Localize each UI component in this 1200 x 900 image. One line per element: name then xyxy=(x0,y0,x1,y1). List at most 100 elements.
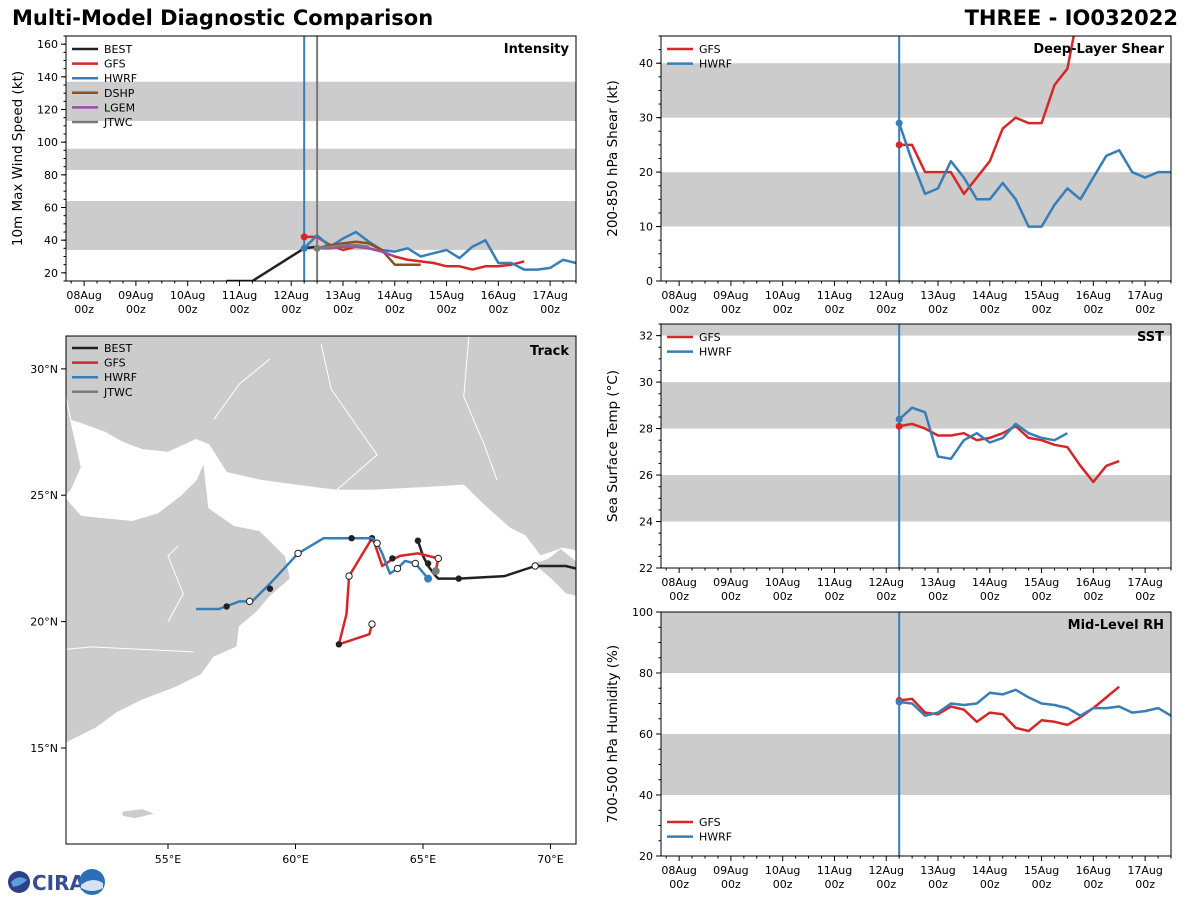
x-tick-label: 17Aug xyxy=(1127,576,1162,589)
track-hwrf-position xyxy=(245,597,254,606)
x-tick-label: 00z xyxy=(1032,590,1052,603)
shade-band xyxy=(66,148,576,170)
panel-title: Deep-Layer Shear xyxy=(1033,42,1164,57)
panel-rh: 2040608010008Aug00z09Aug00z10Aug00z11Aug… xyxy=(605,606,1172,891)
track-best-position xyxy=(455,575,462,582)
legend-label: GFS xyxy=(699,43,721,56)
x-tick-label: 16Aug xyxy=(1076,864,1111,877)
x-tick-label: 16Aug xyxy=(1076,289,1111,302)
y-tick-label: 80 xyxy=(639,667,653,680)
y-axis-label: 10m Max Wind Speed (kt) xyxy=(10,71,26,246)
legend-label: GFS xyxy=(699,331,721,344)
shade-band xyxy=(66,200,576,250)
x-tick-label: 10Aug xyxy=(765,864,800,877)
shade-band xyxy=(66,81,576,121)
x-tick-label: 16Aug xyxy=(1076,576,1111,589)
y-tick-label: 100 xyxy=(37,136,58,149)
x-tick-label: 09Aug xyxy=(713,576,748,589)
x-tick-label: 70°E xyxy=(537,853,563,866)
y-axis-label: 700-500 hPa Humidity (%) xyxy=(605,645,621,823)
track-gfs-position xyxy=(368,620,376,628)
series-hwrf-point xyxy=(895,119,903,127)
x-tick-label: 00z xyxy=(980,303,1000,316)
x-tick-label: 00z xyxy=(540,303,560,316)
legend-label: HWRF xyxy=(104,371,137,384)
x-tick-label: 00z xyxy=(928,878,948,891)
y-tick-label: 120 xyxy=(37,104,58,117)
x-tick-label: 08Aug xyxy=(661,289,696,302)
y-tick-label: 30 xyxy=(639,376,653,389)
x-tick-label: 13Aug xyxy=(325,289,360,302)
y-tick-label: 0 xyxy=(646,275,653,288)
legend-label: HWRF xyxy=(104,72,137,85)
x-tick-label: 00z xyxy=(1135,303,1155,316)
border-line xyxy=(320,343,378,491)
panel-track: 55°E 60°E 65°E 70°E 15°N 20°N 25°N 30°N Track BES… xyxy=(30,335,577,866)
series-hwrf-line xyxy=(303,230,576,271)
x-tick-label: 00z xyxy=(928,590,948,603)
track-best-position xyxy=(414,537,422,544)
series-jtwc-point xyxy=(313,244,321,252)
track-best-line xyxy=(416,540,576,580)
x-tick-label: 00z xyxy=(825,878,845,891)
track-gfs-position xyxy=(345,572,353,580)
x-tick-label: 12Aug xyxy=(868,864,903,877)
legend-label: GFS xyxy=(104,357,126,370)
series-gfs-line xyxy=(304,235,525,271)
y-tick-label: 26 xyxy=(639,469,653,482)
globe-swirl-icon xyxy=(11,877,27,887)
y-tick-label: 20 xyxy=(639,850,653,863)
series-hwrf-point xyxy=(895,415,903,423)
x-tick-label: 16Aug xyxy=(481,289,516,302)
x-tick-label: 00z xyxy=(721,590,741,603)
x-tick-label: 12Aug xyxy=(868,289,903,302)
x-tick-label: 14Aug xyxy=(972,576,1007,589)
panel-intensity: 2040608010012014016008Aug00z09Aug00z10Au… xyxy=(10,35,577,316)
panel-title: Mid-Level RH xyxy=(1068,618,1164,633)
y-tick-label: 24 xyxy=(639,516,653,529)
x-tick-label: 00z xyxy=(333,303,353,316)
track-hwrf-position xyxy=(348,534,355,542)
track-hwrf-position xyxy=(294,549,302,558)
x-tick-label: 13Aug xyxy=(920,289,955,302)
land-gujarat xyxy=(531,547,576,597)
legend-label: JTWC xyxy=(103,386,133,399)
x-tick-label: 12Aug xyxy=(868,576,903,589)
series-gfs-point xyxy=(300,233,308,241)
y-tick-label: 100 xyxy=(632,606,653,619)
x-tick-label: 00z xyxy=(669,590,689,603)
track-gfs-position xyxy=(335,641,343,648)
legend-label: DSHP xyxy=(104,87,135,100)
series-hwrf-line xyxy=(898,122,1171,228)
series-lgem-line xyxy=(317,245,396,258)
legend-label: HWRF xyxy=(699,831,732,844)
x-tick-label: 60°E xyxy=(282,853,308,866)
x-tick-label: 00z xyxy=(126,303,146,316)
y-tick-label: 60 xyxy=(639,728,653,741)
x-tick-label: 14Aug xyxy=(972,289,1007,302)
x-tick-label: 00z xyxy=(876,878,896,891)
x-tick-label: 00z xyxy=(178,303,198,316)
y-tick-label: 20 xyxy=(639,166,653,179)
logo-text: CIRA xyxy=(32,871,86,895)
x-tick-label: 00z xyxy=(825,303,845,316)
track-hwrf-position xyxy=(411,559,420,568)
legend-label: LGEM xyxy=(104,101,135,114)
panel-title: SST xyxy=(1137,330,1164,345)
y-axis-label: 200-850 hPa Shear (kt) xyxy=(605,80,621,237)
track-hwrf-line xyxy=(196,536,430,611)
legend-label: HWRF xyxy=(699,58,732,71)
shade-band xyxy=(661,382,1171,429)
x-tick-label: 00z xyxy=(1135,590,1155,603)
legend-label: JTWC xyxy=(103,116,133,129)
series-jtwc-line xyxy=(316,243,370,250)
x-tick-label: 00z xyxy=(980,590,1000,603)
x-tick-label: 15Aug xyxy=(1024,576,1059,589)
x-tick-label: 00z xyxy=(876,303,896,316)
y-tick-label: 25°N xyxy=(30,489,58,502)
series-gfs-point xyxy=(895,141,903,149)
x-tick-label: 09Aug xyxy=(713,289,748,302)
x-tick-label: 00z xyxy=(980,878,1000,891)
x-tick-label: 17Aug xyxy=(1127,289,1162,302)
